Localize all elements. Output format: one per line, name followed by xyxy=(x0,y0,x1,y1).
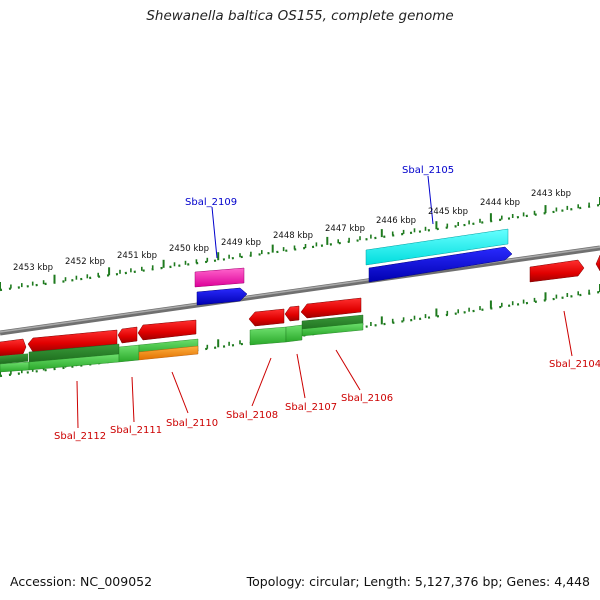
scale-label: 2444 kbp xyxy=(480,198,520,208)
gene-sbal-2111-red[interactable] xyxy=(117,326,138,344)
genome-backbone xyxy=(0,245,600,336)
accession-text: Accession: NC_009052 xyxy=(10,574,153,589)
gene-sbal-2105-blue[interactable] xyxy=(368,246,513,283)
gene-label-sbal-2105[interactable]: Sbal_2105 xyxy=(402,165,454,176)
gene-sbal-2107-red[interactable] xyxy=(284,305,300,322)
map-title: Shewanella baltica OS155, complete genom… xyxy=(146,8,454,24)
gene-sbal-2105-cyan[interactable] xyxy=(365,228,509,266)
gene-sbal-2110-red[interactable] xyxy=(137,319,197,341)
gene-sbal-2112-green[interactable] xyxy=(0,361,30,373)
gene-label-sbal-2112[interactable]: Sbal_2112 xyxy=(54,431,106,442)
gene-label-sbal-2106[interactable]: Sbal_2106 xyxy=(341,393,393,404)
scale-label: 2451 kbp xyxy=(117,251,157,261)
scale-label: 2450 kbp xyxy=(169,244,209,254)
gene-sbal-2109-pink[interactable] xyxy=(194,267,245,288)
scale-label: 2443 kbp xyxy=(531,189,571,199)
genome-summary-text: Topology: circular; Length: 5,127,376 bp… xyxy=(246,574,590,589)
gene-sbal-2107-green[interactable] xyxy=(285,324,303,343)
gene-edge-right[interactable] xyxy=(595,254,600,272)
scale-label: 2446 kbp xyxy=(376,216,416,226)
gene-sbal-2104[interactable] xyxy=(529,259,585,283)
gene-sbal-2112-red[interactable] xyxy=(27,329,118,353)
gene-edge-left[interactable] xyxy=(0,338,27,357)
scale-label: 2448 kbp xyxy=(273,231,313,241)
gene-sbal-2112-dgreen-a[interactable] xyxy=(0,353,28,364)
gene-label-sbal-2110[interactable]: Sbal_2110 xyxy=(166,418,218,429)
scale-label: 2447 kbp xyxy=(325,224,365,234)
gene-sbal-2110-orange[interactable] xyxy=(138,345,199,361)
gene-sbal-2106-red[interactable] xyxy=(300,297,362,319)
genome-backbone-highlight xyxy=(0,246,600,333)
gene-label-sbal-2104[interactable]: Sbal_2104 xyxy=(549,359,600,370)
outer-scale-line xyxy=(0,203,600,292)
gene-sbal-2108-red[interactable] xyxy=(248,308,285,327)
gene-label-sbal-2107[interactable]: Sbal_2107 xyxy=(285,402,337,413)
scale-label: 2445 kbp xyxy=(428,207,468,217)
scale-label: 2453 kbp xyxy=(13,263,53,273)
gene-label-sbal-2111[interactable]: Sbal_2111 xyxy=(110,425,162,436)
label-leaders xyxy=(76,175,573,429)
gene-sbal-2108-green[interactable] xyxy=(249,326,287,346)
gene-sbal-2111-green[interactable] xyxy=(118,344,140,363)
gene-labels: Sbal_2105 Sbal_2109 Sbal_2104 Sbal_2106 … xyxy=(54,165,600,442)
gene-label-sbal-2109[interactable]: Sbal_2109 xyxy=(185,197,237,208)
scale-labels: 2453 kbp 2452 kbp 2451 kbp 2450 kbp 2449… xyxy=(13,189,571,273)
gene-label-sbal-2108[interactable]: Sbal_2108 xyxy=(226,410,278,421)
gene-sbal-2109-blue[interactable] xyxy=(196,287,248,306)
scale-label: 2452 kbp xyxy=(65,257,105,267)
scale-label: 2449 kbp xyxy=(221,238,261,248)
